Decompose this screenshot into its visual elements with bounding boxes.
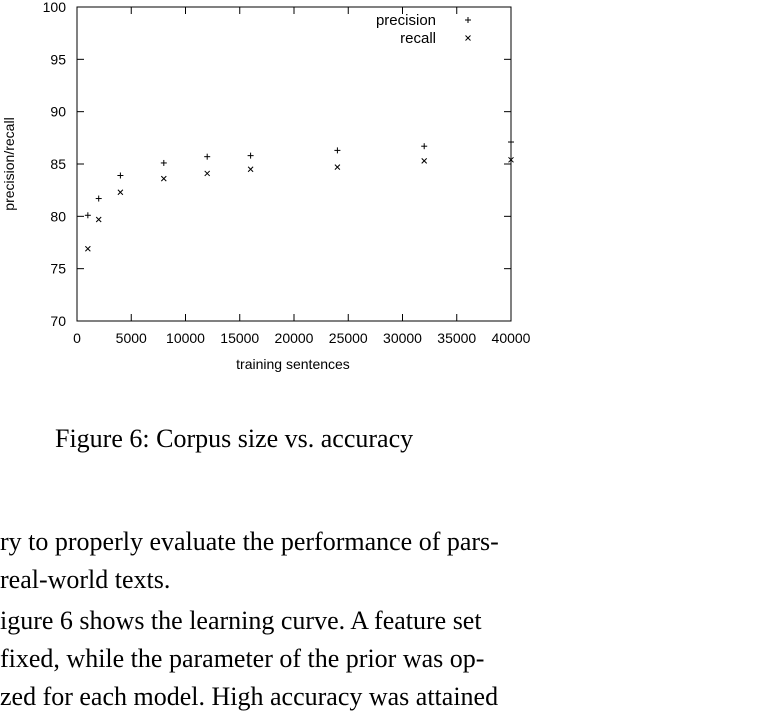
- legend-label-precision: precision: [376, 12, 436, 29]
- precision-point: [247, 152, 254, 159]
- x-tick-label: 35000: [437, 330, 476, 346]
- precision-point: [334, 147, 341, 154]
- precision-point: [204, 153, 211, 160]
- y-tick-label: 100: [43, 0, 67, 15]
- recall-point: [84, 245, 91, 252]
- recall-point: [247, 166, 254, 173]
- x-tick-label: 30000: [383, 330, 422, 346]
- recall-point: [204, 170, 211, 177]
- recall-point: [95, 216, 102, 223]
- figure-caption: Figure 6: Corpus size vs. accuracy: [55, 424, 414, 453]
- y-tick-labels: 70 75 80 85 90 95 100: [43, 0, 67, 329]
- x-tick-label: 10000: [166, 330, 205, 346]
- precision-point: [84, 212, 91, 219]
- y-tick-label: 80: [50, 208, 66, 224]
- precision-point: [95, 195, 102, 202]
- body-line-4: fixed, while the parameter of the prior …: [0, 644, 485, 673]
- legend-label-recall: recall: [400, 30, 436, 47]
- x-tick-labels: 0 5000 10000 15000 20000 25000 30000 35000 40000: [73, 330, 531, 346]
- body-line-3: igure 6 shows the learning curve. A feat…: [0, 606, 482, 635]
- axis-ticks: [76, 6, 512, 322]
- learning-curve-chart: 70 75 80 85 90 95 100 0 5000 10000 15000 20000 2500…: [1, 0, 531, 372]
- y-tick-label: 95: [50, 51, 66, 67]
- body-line-5: zed for each model. High accuracy was at…: [0, 682, 499, 711]
- body-line-2: real-world texts.: [0, 565, 171, 594]
- recall-point: [334, 164, 341, 170]
- x-tick-label: 15000: [220, 330, 259, 346]
- x-tick-label: 0: [73, 330, 81, 346]
- data-points: [84, 139, 514, 252]
- precision-point: [421, 143, 428, 150]
- recall-point: [117, 189, 124, 196]
- y-axis-label: precision/recall: [1, 117, 17, 210]
- precision-point: [117, 172, 124, 179]
- x-tick-label: 25000: [329, 330, 368, 346]
- recall-point: [421, 158, 428, 164]
- legend-marker-precision: [465, 17, 471, 23]
- recall-point: [508, 156, 514, 163]
- y-tick-label: 70: [50, 313, 66, 329]
- y-tick-label: 75: [50, 261, 66, 277]
- body-line-1: ry to properly evaluate the performance …: [0, 527, 499, 556]
- x-tick-label: 20000: [275, 330, 314, 346]
- y-tick-label: 85: [50, 156, 66, 172]
- x-axis-label: training sentences: [236, 356, 350, 372]
- recall-point: [160, 175, 167, 182]
- precision-point: [160, 159, 167, 166]
- legend-marker-recall: [465, 35, 471, 41]
- y-tick-label: 90: [50, 104, 66, 120]
- x-tick-label: 40000: [492, 330, 531, 346]
- precision-point: [508, 139, 514, 146]
- x-tick-label: 5000: [116, 330, 147, 346]
- plot-frame: [76, 6, 512, 322]
